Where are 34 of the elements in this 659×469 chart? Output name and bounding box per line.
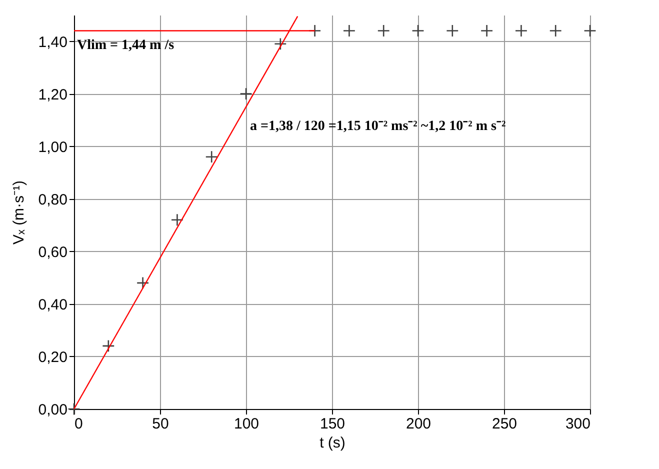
- x-tick-label: 0: [74, 416, 83, 432]
- y-tick-label: 0,80: [38, 191, 68, 208]
- x-tick-label: 150: [320, 416, 346, 432]
- point: [412, 24, 424, 38]
- y-axis-title: Vₓ (m·s⁻¹): [10, 180, 28, 245]
- y-tick-label: 0,60: [38, 244, 68, 261]
- point: [136, 276, 150, 290]
- y-tick-label: 1,20: [38, 86, 68, 104]
- point: [377, 24, 390, 38]
- x-tick-label: 50: [152, 416, 169, 432]
- y-tick-label: 0,20: [38, 348, 68, 366]
- y-tick-label: 0,40: [38, 296, 68, 314]
- x-tick-label: 300: [565, 416, 590, 432]
- x-tick-label: 100: [234, 416, 260, 432]
- point: [240, 87, 252, 100]
- point: [549, 24, 562, 38]
- point: [68, 402, 80, 416]
- y-tick-label: 0,00: [38, 402, 68, 418]
- point: [514, 24, 528, 38]
- point: [205, 150, 218, 164]
- y-tick-label: 1,00: [38, 138, 68, 156]
- annotation: Vlim = 1,44 m /s: [77, 38, 175, 53]
- point: [446, 24, 459, 38]
- x-tick-label: 200: [406, 416, 432, 432]
- annotation: a =1,38 / 120 =1,15 10⁻² ms⁻² ~1,2 10⁻² m s⁻²: [250, 119, 506, 134]
- point: [480, 24, 494, 38]
- x-tick-label: 250: [492, 416, 518, 432]
- point: [584, 24, 596, 38]
- point: [342, 24, 356, 38]
- point: [274, 38, 287, 50]
- x-axis-title: t (s): [320, 434, 346, 452]
- point: [170, 214, 184, 226]
- point: [102, 340, 115, 352]
- y-tick-label: 1,40: [38, 34, 68, 51]
